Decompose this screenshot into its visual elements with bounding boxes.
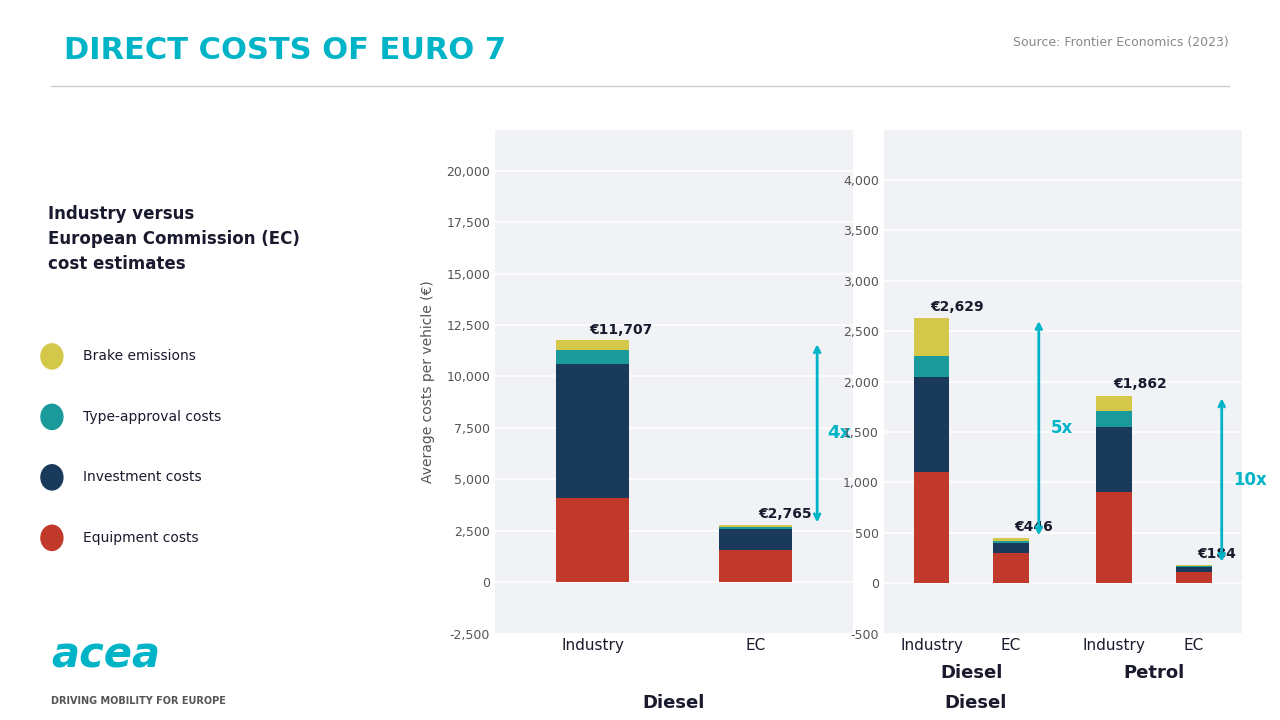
Bar: [914, 377, 950, 472]
Y-axis label: Average costs per vehicle (€): Average costs per vehicle (€): [421, 280, 435, 483]
Text: €446: €446: [1014, 521, 1053, 534]
Text: 5x: 5x: [1051, 419, 1073, 437]
Bar: [556, 350, 630, 364]
Text: €2,765: €2,765: [759, 507, 813, 521]
Text: DRIVING MOBILITY FOR EUROPE: DRIVING MOBILITY FOR EUROPE: [51, 696, 227, 706]
Circle shape: [41, 404, 63, 429]
Bar: [719, 550, 792, 582]
Bar: [556, 341, 630, 350]
Bar: [1097, 427, 1133, 492]
Circle shape: [41, 465, 63, 490]
Bar: [1097, 411, 1133, 427]
Bar: [1176, 566, 1212, 567]
Text: Brake emissions: Brake emissions: [83, 349, 196, 364]
Bar: [1176, 572, 1212, 583]
Bar: [993, 543, 1029, 553]
Text: Diesel: Diesel: [643, 694, 705, 712]
Text: €11,707: €11,707: [589, 323, 653, 337]
Bar: [914, 472, 950, 583]
Bar: [914, 356, 950, 377]
Bar: [556, 498, 630, 582]
Text: Source: Frontier Economics (2023): Source: Frontier Economics (2023): [1012, 36, 1229, 49]
Bar: [719, 526, 792, 528]
Bar: [719, 528, 792, 550]
Text: Diesel: Diesel: [940, 664, 1002, 682]
Circle shape: [41, 343, 63, 369]
Bar: [1176, 564, 1212, 566]
Text: 10x: 10x: [1234, 471, 1267, 489]
Text: €2,629: €2,629: [929, 300, 983, 314]
Bar: [556, 364, 630, 498]
Bar: [993, 539, 1029, 541]
Text: Investment costs: Investment costs: [83, 470, 201, 485]
Text: Petrol: Petrol: [1124, 664, 1185, 682]
Text: Industry versus
European Commission (EC)
cost estimates: Industry versus European Commission (EC)…: [47, 205, 300, 273]
Text: €184: €184: [1197, 546, 1236, 561]
Text: Diesel: Diesel: [945, 694, 1006, 712]
Text: €1,862: €1,862: [1112, 377, 1166, 392]
Circle shape: [41, 526, 63, 550]
Text: DIRECT COSTS OF EURO 7: DIRECT COSTS OF EURO 7: [64, 36, 506, 65]
Bar: [1097, 395, 1133, 411]
Text: Type-approval costs: Type-approval costs: [83, 410, 221, 424]
Bar: [1176, 567, 1212, 572]
Bar: [993, 541, 1029, 543]
Text: Equipment costs: Equipment costs: [83, 531, 198, 545]
Bar: [1097, 492, 1133, 583]
Bar: [914, 318, 950, 356]
Bar: [993, 553, 1029, 583]
Text: 4x: 4x: [827, 424, 851, 442]
Text: acea: acea: [51, 635, 160, 677]
